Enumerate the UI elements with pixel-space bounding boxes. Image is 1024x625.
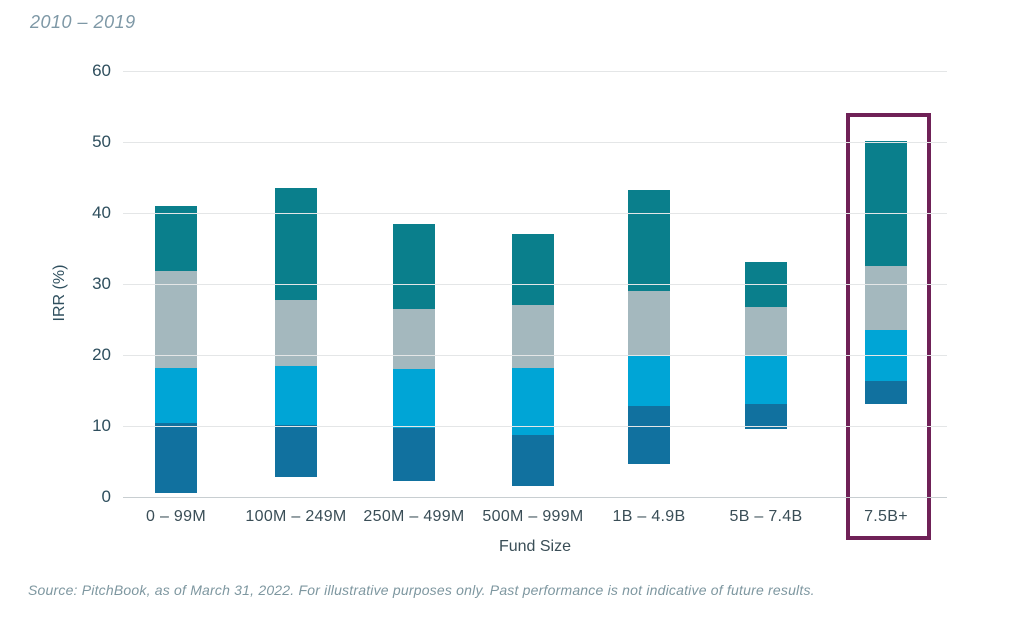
bar-segment-upper-band: [393, 223, 435, 309]
bar-segment-mid-lower-band: [745, 355, 787, 404]
bar-segment-lower-band: [393, 428, 435, 482]
bar-segment-upper-band: [275, 188, 317, 301]
bar-segment-upper-band: [865, 141, 907, 266]
x-tick-label: 5B – 7.4B: [729, 508, 803, 525]
bar-segment-upper-band: [512, 233, 554, 306]
x-tick-label: 7.5B+: [864, 508, 908, 525]
y-tick-label: 30: [92, 274, 111, 293]
bar-segment-mid-upper-band: [628, 291, 670, 357]
bar-segment-lower-band: [865, 380, 907, 404]
bar-segment-mid-upper-band: [275, 300, 317, 367]
bar-segment-lower-band: [275, 424, 317, 478]
x-tick-label: 100M – 249M: [245, 508, 347, 525]
x-axis-line: [123, 496, 947, 498]
gridline: [123, 70, 947, 72]
x-tick-label: 250M – 499M: [363, 508, 465, 525]
y-tick-label: 50: [92, 132, 111, 151]
bar-segment-mid-lower-band: [393, 369, 435, 429]
source-note: Source: PitchBook, as of March 31, 2022.…: [28, 582, 815, 598]
bar-segment-mid-upper-band: [865, 265, 907, 331]
bar-segment-lower-band: [628, 406, 670, 465]
gridline: [123, 425, 947, 427]
x-axis-title: Fund Size: [498, 538, 572, 555]
gridline: [123, 141, 947, 143]
bar-segment-mid-lower-band: [275, 366, 317, 425]
bar-segment-mid-upper-band: [393, 308, 435, 370]
y-tick-label: 60: [92, 61, 111, 80]
y-tick-label: 40: [92, 203, 111, 222]
gridline: [123, 212, 947, 214]
y-tick-label: 20: [92, 345, 111, 364]
bar-segment-lower-band: [512, 435, 554, 487]
bar-segment-mid-upper-band: [745, 307, 787, 356]
gridline: [123, 283, 947, 285]
highlight-box: [846, 113, 931, 540]
x-tick-label: 1B – 4.9B: [612, 508, 686, 525]
y-tick-label: 10: [92, 416, 111, 435]
bar-segment-mid-lower-band: [155, 367, 197, 424]
bar-segment-upper-band: [745, 261, 787, 308]
chart-title: 2010 – 2019: [30, 12, 136, 32]
y-tick-label: 0: [101, 487, 111, 506]
bar-segment-mid-lower-band: [628, 356, 670, 407]
bar-segment-mid-upper-band: [512, 305, 554, 369]
bar-segment-mid-upper-band: [155, 271, 197, 368]
gridline: [123, 354, 947, 356]
bar-segment-mid-lower-band: [512, 368, 554, 436]
bar-segment-upper-band: [155, 205, 197, 272]
x-tick-label: 500M – 999M: [482, 508, 584, 525]
bar-segment-lower-band: [155, 423, 197, 494]
x-tick-label: 0 – 99M: [146, 508, 206, 525]
bar-segment-lower-band: [745, 403, 787, 429]
bar-segment-upper-band: [628, 189, 670, 292]
